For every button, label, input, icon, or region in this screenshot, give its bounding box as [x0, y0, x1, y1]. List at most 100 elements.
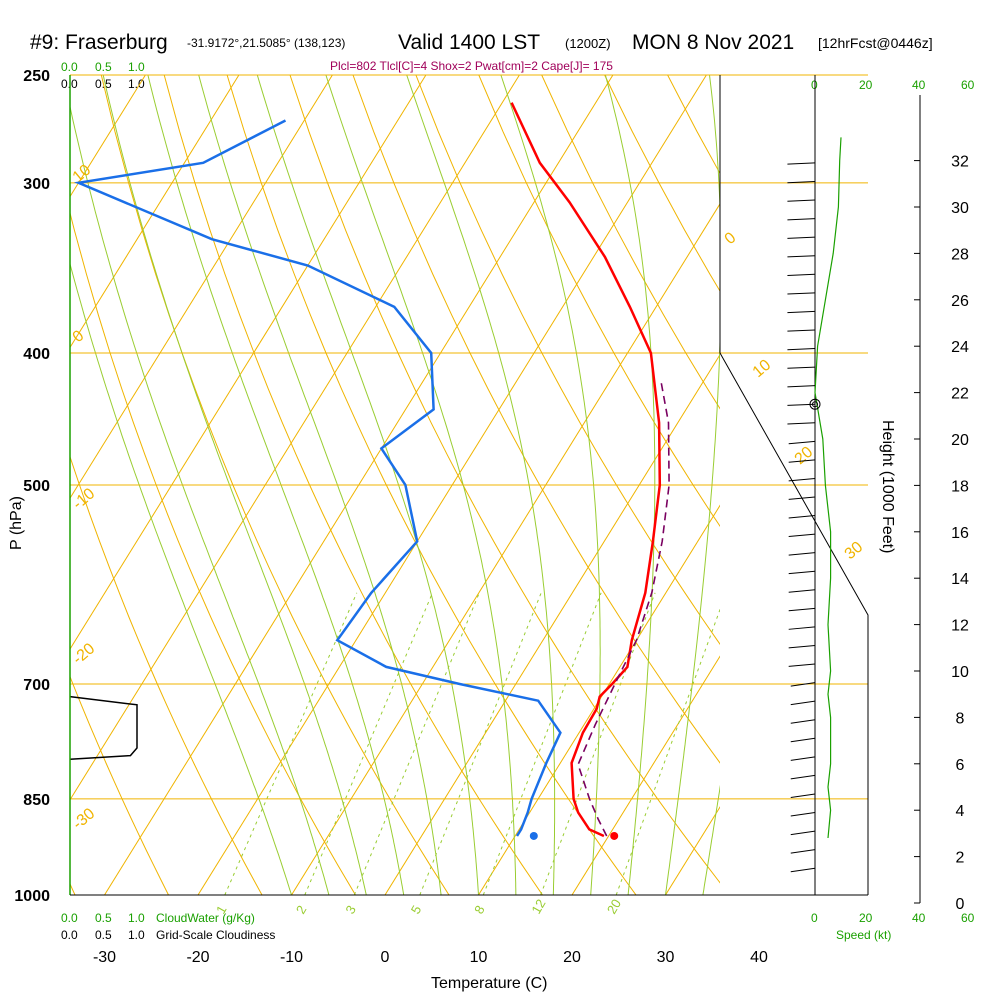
wind-panel-boundary	[719, 75, 869, 895]
x-tick-label: 30	[657, 949, 675, 966]
wind-barb	[787, 366, 816, 369]
height-tick-label: 14	[951, 571, 969, 588]
mixing-ratio-label: 20	[604, 896, 624, 916]
wind-barb	[787, 329, 816, 332]
parcel-line	[577, 381, 670, 837]
height-tick-label: 4	[956, 803, 965, 820]
y-tick-label: 500	[23, 478, 50, 495]
wind-barb	[788, 644, 816, 649]
isotherm-label: 0	[722, 229, 740, 248]
spd-bot-3: 60	[961, 911, 975, 925]
speed-label: Speed (kt)	[836, 928, 891, 942]
zulu-time: (1200Z)	[565, 36, 611, 51]
y-tick-label: 850	[23, 792, 50, 809]
wind-barb	[788, 515, 816, 519]
wind-barb	[787, 199, 816, 202]
wind-barb	[788, 440, 816, 445]
cloudwater-scale-top: 0.0 0.5 1.0	[61, 60, 145, 74]
spd-top-2: 40	[912, 78, 926, 92]
spd-bot-1: 20	[859, 911, 873, 925]
dry-adiabat-line	[70, 675, 169, 895]
x-tick-label: -30	[93, 949, 116, 966]
mixing-ratio-line	[482, 592, 602, 895]
wind-barb	[787, 218, 816, 221]
forecast-date: MON 8 Nov 2021	[632, 31, 794, 54]
mixing-ratio-line	[224, 592, 358, 895]
mixing-ratio-label: 12	[528, 896, 548, 916]
moist-adiabat-line	[198, 75, 442, 895]
height-tick-label: 24	[951, 339, 969, 356]
cw-top-0: 0.0	[61, 60, 78, 74]
cl-bot-0: 0.0	[61, 928, 78, 942]
wind-barb	[788, 570, 816, 575]
dewpoint-line	[74, 119, 562, 837]
spd-bot-0: 0	[811, 911, 818, 925]
isotherm-line	[571, 655, 720, 895]
wind-barb	[790, 849, 816, 854]
trace-clip	[74, 102, 670, 838]
wind-barb	[787, 292, 816, 295]
wind-barb	[790, 793, 816, 798]
height-tick-label: 18	[951, 478, 969, 495]
cw-top-1: 0.5	[95, 60, 112, 74]
speed-scale-top: 0 20 40 60	[811, 78, 975, 92]
x-tick-label: 20	[563, 949, 581, 966]
moist-adiabat-line	[702, 784, 720, 895]
wind-barb	[788, 663, 816, 667]
isotherm-label: -20	[70, 640, 99, 668]
wind-barb	[790, 700, 816, 706]
height-tick-label: 10	[951, 664, 969, 681]
x-tick-label: -10	[280, 949, 303, 966]
dry-adiabat-line	[541, 75, 720, 410]
y-tick-label: 1000	[14, 888, 50, 905]
dry-adiabat-line	[70, 210, 356, 895]
surface-temp-dot	[610, 831, 619, 840]
y-tick-label: 700	[23, 677, 50, 694]
height-tick-label: 30	[951, 200, 969, 217]
dry-adiabat-line	[352, 75, 720, 764]
isotherm-label: 20	[792, 444, 817, 469]
cloudwater-label: CloudWater (g/Kg)	[156, 911, 255, 925]
x-tick-label: -20	[186, 949, 209, 966]
mixing-ratio-label: 5	[408, 903, 425, 917]
moist-adiabat-line	[500, 75, 601, 895]
height-axis-title: Height (1000 Feet)	[879, 420, 896, 553]
speed-scale-bottom: 0 20 40 60 Speed (kt)	[811, 911, 975, 942]
dry-adiabat-line	[415, 75, 720, 646]
cloudiness-line	[69, 695, 138, 761]
cw-bot-2: 1.0	[128, 911, 145, 925]
height-tick-label: 2	[956, 850, 965, 867]
dry-adiabat-line	[163, 75, 543, 895]
isotherm-line	[70, 75, 240, 349]
mixing-ratio-line	[419, 592, 542, 895]
wind-barb	[787, 236, 816, 239]
isotherm-label: 30	[842, 539, 867, 564]
cl-top-2: 1.0	[128, 77, 145, 91]
y-tick-label: 250	[23, 68, 50, 85]
station-coords: -31.9172°,21.5085° (138,123)	[187, 36, 345, 50]
sounding-indices: Plcl=802 Tlcl[C]=4 Shox=2 Pwat[cm]=2 Cap…	[330, 59, 613, 73]
moist-adiabat-line	[604, 75, 656, 895]
mixing-ratio-label: 3	[342, 903, 359, 917]
y-tick-label: 300	[23, 176, 50, 193]
height-tick-label: 26	[951, 293, 969, 310]
x-tick-label: 10	[470, 949, 488, 966]
wind-barb	[788, 533, 816, 538]
surface-dewpoint-dot	[529, 831, 538, 840]
moist-adiabat-line	[102, 75, 367, 895]
dry-adiabat-line	[478, 75, 720, 528]
mixing-ratio-line	[304, 592, 433, 895]
wind-speed-line	[814, 137, 842, 839]
cl-bot-1: 0.5	[95, 928, 112, 942]
moist-adiabat-line	[147, 75, 405, 895]
wind-barb	[787, 403, 816, 406]
y-axis-title: P (hPa)	[8, 496, 25, 550]
isotherm-line	[478, 504, 720, 895]
x-tick-label: 40	[750, 949, 768, 966]
cloudiness-label: Grid-Scale Cloudiness	[156, 928, 275, 942]
moist-adiabat-line	[70, 262, 292, 895]
forecast-run: [12hrFcst@0446z]	[818, 35, 933, 51]
wind-barb	[788, 459, 816, 463]
wind-barb	[787, 162, 816, 165]
